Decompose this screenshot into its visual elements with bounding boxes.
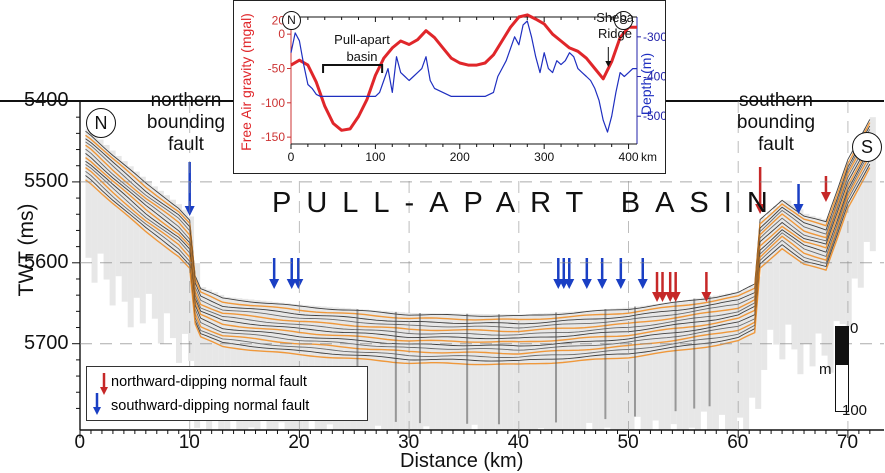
fault-arrow-blue-9 (637, 258, 648, 289)
southern-fault-arrow-blue (793, 184, 804, 214)
x-tick-label: 60 (727, 432, 749, 453)
fault-arrow-blue-1 (286, 258, 297, 289)
scale-bottom-label: 100 (842, 402, 868, 419)
gravity-line (290, 13, 637, 132)
red-arrow-icon (100, 387, 108, 395)
legend-arrows (93, 373, 108, 415)
inset-profile: 200-50-100-150-3000-4000-500001002003004… (233, 0, 674, 174)
northern-fault-line-1: northern (150, 90, 222, 111)
sheba-line-1: Sheba (596, 10, 634, 25)
inset-south-marker: S (614, 11, 633, 30)
fault-arrow-blue-8 (615, 258, 626, 289)
north-marker: N (86, 108, 116, 138)
fault-arrow-blue-2 (293, 258, 304, 289)
fault-arrow-red-3 (670, 272, 681, 302)
fault-arrow-blue-6 (581, 258, 592, 289)
inset-x-unit: km (641, 150, 657, 164)
fault-arrows (184, 162, 831, 302)
x-tick-label: 10 (178, 432, 200, 453)
amplitude-scale-bar (835, 326, 849, 412)
x-tick-label: 20 (288, 432, 310, 453)
southern-fault-line-3: fault (758, 134, 794, 155)
x-tick-label: 30 (398, 432, 420, 453)
southern-fault-arrow-red-2 (820, 176, 831, 202)
x-tick-label: 70 (836, 432, 859, 453)
pull-apart-bracket (322, 64, 384, 73)
depth-line (290, 20, 637, 133)
blue-arrow-icon (93, 407, 101, 415)
x-axis-label: Distance (km) (400, 450, 524, 472)
pull-apart-label: Pull-apart basin (317, 31, 407, 65)
x-tick-label: 40 (507, 432, 529, 453)
inset-left-tick-label: -100 (261, 96, 285, 110)
southern-fault-line-1: southern (739, 90, 813, 111)
sheba-arrow-head (605, 61, 612, 67)
legend-southward: southward-dipping normal fault (111, 398, 310, 414)
scale-top-label: 0 (850, 320, 859, 337)
inset-x-tick-label: 0 (288, 150, 295, 164)
inset-x-tick-label: 300 (534, 150, 554, 164)
sheba-line-2: Ridge (598, 26, 632, 41)
inset-left-tick-label: -50 (268, 61, 286, 75)
inset-left-tick-label: 20 (272, 13, 286, 27)
northern-fault-label: northern bounding fault (136, 90, 236, 156)
legend: northward-dipping normal fault southward… (86, 366, 368, 421)
basin-label: PULL-APART BASIN (272, 187, 783, 219)
legend-northward: northward-dipping normal fault (111, 374, 307, 390)
inset-left-axis-label: Free Air gravity (mgal) (238, 13, 254, 151)
inset-x-tick-label: 400 (619, 150, 639, 164)
pull-apart-line-1: Pull-apart (334, 32, 390, 47)
inset-x-tick-label: 100 (365, 150, 385, 164)
fault-arrow-blue-5 (564, 258, 575, 289)
southern-fault-arrow-red-1 (755, 167, 766, 214)
x-tick-label: 50 (617, 432, 639, 453)
southern-fault-line-2: bounding (736, 112, 816, 133)
inset-left-tick-label: 0 (278, 27, 285, 41)
main-axes (0, 100, 884, 438)
y-tick-label: 5600 (24, 250, 69, 273)
fault-arrow-blue-0 (269, 258, 280, 289)
y-tick-label: 5400 (24, 89, 69, 111)
inset-x-tick-label: 200 (450, 150, 470, 164)
inset-chart: 200-50-100-150-3000-4000-500001002003004… (261, 13, 674, 164)
fault-arrow-blue-7 (597, 258, 608, 289)
scale-unit-label: m (819, 361, 832, 378)
inset-north-marker: N (282, 11, 301, 30)
south-marker: S (852, 132, 882, 162)
y-tick-label: 5500 (24, 169, 69, 192)
pull-apart-line-2: basin (346, 49, 378, 64)
northern-fault-line-3: fault (168, 134, 204, 155)
x-tick-label: 0 (74, 432, 86, 453)
inset-right-axis-label: Depth (m) (638, 52, 654, 116)
southern-fault-label: southern bounding fault (722, 90, 830, 156)
northern-fault-line-2: bounding (146, 112, 226, 133)
y-tick-label: 5700 (24, 331, 69, 354)
fault-arrow-red-1 (657, 272, 668, 302)
inset-right-tick-label: -3000 (643, 30, 665, 44)
inset-left-tick-label: -150 (261, 130, 285, 144)
sheba-ridge-label: Sheba Ridge (590, 10, 640, 42)
fault-arrow-red-4 (701, 272, 712, 302)
